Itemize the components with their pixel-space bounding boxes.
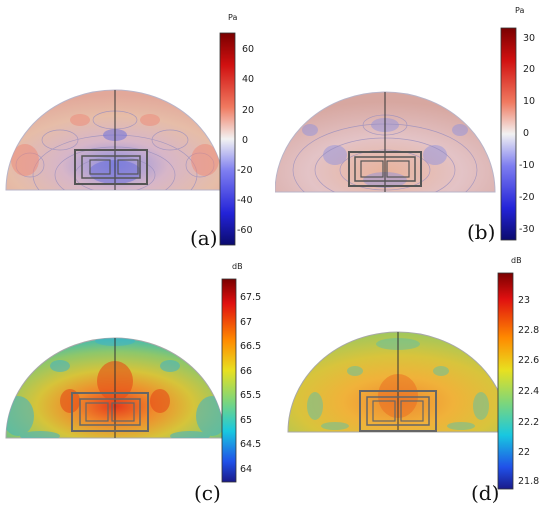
colorbar-tick: 67 — [240, 317, 253, 328]
colorbar-tick: 20 — [523, 64, 536, 75]
colorbar-tick: 64.5 — [240, 439, 262, 450]
colorbar-unit: dB — [511, 256, 522, 265]
panel-label: (c) — [194, 481, 221, 505]
colorbar-tick: 65 — [240, 415, 253, 426]
dome-plot-b — [275, 27, 517, 241]
colorbar-tick: 64 — [240, 464, 253, 475]
array-box — [359, 390, 437, 432]
colorbar-tick: 22.8 — [518, 325, 540, 336]
colorbar — [221, 278, 237, 483]
colorbar-unit: Pa — [228, 13, 238, 22]
colorbar-tick: -40 — [237, 195, 253, 206]
colorbar-tick: 30 — [523, 33, 536, 44]
colorbar-unit: Pa — [515, 6, 525, 15]
dome-plot-c — [5, 278, 237, 483]
colorbar — [497, 272, 514, 490]
panel-a: Pa 60 40 20 0 -20 -40 -60 (a) — [0, 0, 275, 256]
array-box — [71, 392, 149, 432]
colorbar — [500, 27, 517, 241]
colorbar-tick: -20 — [519, 192, 535, 203]
colorbar-tick: 66.5 — [240, 341, 262, 352]
array-box — [348, 151, 422, 187]
panel-b: Pa 30 20 10 0 -10 -20 -30 (b) — [275, 0, 550, 256]
colorbar-tick: 65.5 — [240, 390, 262, 401]
colorbar-tick: 67.5 — [240, 292, 262, 303]
dome-plot-a — [5, 32, 236, 246]
panel-c: dB 67.5 67 66.5 66 65.5 65 64.5 64 (c) — [0, 256, 275, 512]
colorbar-tick: 23 — [518, 295, 531, 306]
colorbar-tick: 22.2 — [518, 417, 540, 428]
colorbar-tick: 22.6 — [518, 355, 540, 366]
dome-plot-d — [287, 272, 514, 490]
panel-label: (a) — [190, 226, 218, 250]
array-box — [74, 149, 148, 185]
colorbar-tick: 10 — [523, 96, 536, 107]
colorbar-tick: 22 — [518, 447, 531, 458]
colorbar-tick: 20 — [242, 105, 255, 116]
colorbar-unit: dB — [232, 262, 243, 271]
colorbar-tick: -10 — [519, 160, 535, 171]
colorbar-tick: -30 — [519, 224, 535, 235]
colorbar-tick: 22.4 — [518, 386, 540, 397]
colorbar-tick: 21.8 — [518, 476, 540, 487]
colorbar-tick: 0 — [523, 128, 530, 139]
panel-label: (b) — [467, 220, 496, 244]
colorbar-tick: 60 — [242, 44, 255, 55]
colorbar-tick: 66 — [240, 366, 253, 377]
colorbar-tick: -20 — [237, 165, 253, 176]
colorbar-tick: -60 — [237, 225, 253, 236]
colorbar — [219, 32, 236, 246]
panel-label: (d) — [471, 481, 500, 505]
colorbar-tick: 0 — [242, 135, 249, 146]
panel-d: dB 23 22.8 22.6 22.4 22.2 22 21.8 (d) — [275, 256, 550, 512]
colorbar-tick: 40 — [242, 74, 255, 85]
